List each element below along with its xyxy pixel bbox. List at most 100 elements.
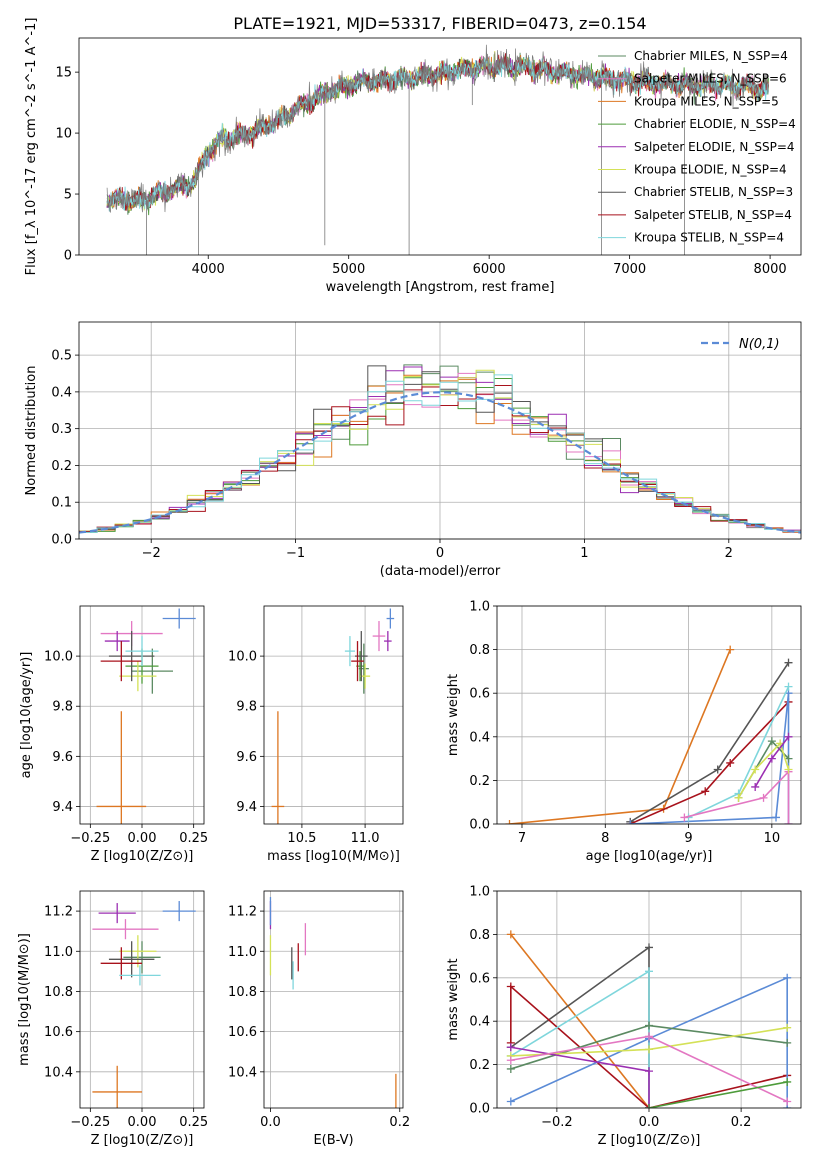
y-tick-label: 11.0 — [44, 945, 73, 960]
weight-line-ke — [737, 741, 790, 799]
errorbar-point-km — [271, 711, 285, 824]
weight-marker-cm — [645, 1021, 653, 1030]
residuals-plot-area — [79, 364, 801, 539]
y-tick-label: 0.6 — [469, 971, 490, 986]
weight-marker-cs — [645, 943, 653, 952]
errorbar-point-se — [384, 631, 392, 652]
x-axis-label: Z [log10(Z/Z⊙)] — [598, 1133, 701, 1148]
y-tick-label: 0.2 — [469, 774, 490, 789]
x-tick-label: 11.0 — [351, 831, 380, 846]
y-tick-label: 10.6 — [44, 1025, 73, 1040]
age_vs_Z-panel: −0.25 0.00 0.25 9.4 9.6 9.8 10.0 Z [log10(Z/Z⊙)… — [19, 605, 208, 864]
x-tick-label: 5000 — [332, 262, 365, 277]
x-tick-label: 0.25 — [179, 1115, 208, 1130]
y-tick-label: 9.8 — [52, 700, 73, 715]
y-tick-label: 9.8 — [236, 700, 257, 715]
weight_vs_Z-plot-area — [506, 930, 792, 1108]
x-axis-label: mass [log10(M/M⊙)] — [267, 849, 400, 864]
weight-marker-cm — [506, 1064, 515, 1073]
errorbar-point-cs — [108, 631, 155, 682]
age_vs_mass-plot-area — [271, 608, 395, 824]
weight-marker-ks — [645, 967, 653, 976]
errorbar-point-blue — [386, 608, 395, 629]
weight-marker-km — [505, 820, 514, 824]
x-tick-label: −0.25 — [70, 831, 110, 846]
weight-marker-se — [751, 782, 760, 791]
y-axis-label: mass weight — [446, 958, 461, 1040]
weight-marker-ke — [783, 1023, 792, 1032]
weight-marker-sm — [783, 1097, 792, 1106]
x-tick-label: −0.2 — [541, 1115, 573, 1130]
x-tick-label: −0.25 — [70, 1115, 110, 1130]
x-tick-label: 9 — [684, 831, 692, 846]
weight-marker-ce — [645, 1104, 653, 1108]
axes-frame — [79, 890, 205, 1109]
axes-frame — [79, 605, 205, 825]
x-tick-label: 0.25 — [179, 831, 208, 846]
mass_vs_ebv-panel: 0.0 0.2 10.4 10.6 10.8 11.0 11.2 E(B-V) — [228, 890, 410, 1148]
age_vs_mass-panel: 10.5 11.0 9.4 9.6 9.8 10.0 mass [log10(M/M⊙)] — [228, 605, 404, 864]
y-tick-label: 0.8 — [469, 643, 490, 658]
y-axis-label: mass weight — [446, 674, 461, 756]
weight-marker-blue — [772, 813, 781, 822]
x-axis-label: E(B-V) — [313, 1133, 353, 1148]
residuals-panel: −2 −1 0 1 2 0.0 0.1 0.2 0.3 0.4 0.5 (data-model)/er… — [24, 321, 802, 579]
errorbar-point-cs — [108, 941, 155, 978]
y-tick-label: 0.2 — [51, 459, 72, 474]
y-tick-label: 0.6 — [469, 687, 490, 702]
weight-marker-cs — [713, 765, 722, 774]
legend-label: Salpeter ELODIE, N_SSP=4 — [634, 140, 795, 154]
weight-marker-sm — [680, 813, 689, 822]
y-tick-label: 9.4 — [236, 800, 257, 815]
y-tick-label: 9.6 — [52, 750, 73, 765]
x-tick-label: 0 — [436, 546, 444, 561]
y-tick-label: 0 — [64, 249, 72, 264]
spectrum-line-ks — [106, 56, 769, 212]
errorbar-point-blue — [162, 608, 196, 629]
x-tick-label: 7000 — [613, 262, 646, 277]
errorbar-point-blue — [162, 901, 196, 922]
x-tick-label: 0.2 — [389, 1115, 410, 1130]
y-tick-label: 1.0 — [469, 885, 490, 900]
legend-label: Chabrier ELODIE, N_SSP=4 — [634, 117, 796, 131]
y-tick-label: 0.3 — [51, 422, 72, 437]
x-axis-label: wavelength [Angstrom, rest frame] — [326, 280, 555, 295]
y-axis-label: age [log10(age/yr)] — [19, 652, 34, 779]
errorbar-point-ss — [100, 947, 142, 980]
y-tick-label: 10 — [55, 127, 72, 142]
errorbar-point-sm — [372, 621, 386, 652]
axes-frame — [263, 605, 404, 825]
weight-line-ce — [648, 1081, 788, 1108]
weight-marker-blue — [626, 820, 635, 824]
weight-marker-blue — [783, 973, 792, 982]
weight-line-km — [510, 933, 650, 1108]
errorbar-point-ks — [344, 636, 355, 667]
spectrum-plot-area — [106, 44, 769, 255]
weight-line-ss — [629, 701, 790, 824]
weight-marker-se — [767, 754, 776, 763]
axes-frame — [78, 321, 802, 540]
spectrum-legend: Chabrier MILES, N_SSP=4 Salpeter MILES, N… — [598, 49, 796, 245]
y-tick-label: 0.8 — [469, 928, 490, 943]
axes-frame — [78, 37, 802, 256]
y-axis-label: Flux [f_λ 10^-17 erg cm^-2 s^-1 A^-1] — [24, 18, 39, 276]
weight-line-sm — [684, 769, 790, 824]
legend-label: Kroupa STELIB, N_SSP=4 — [634, 231, 784, 245]
y-tick-label: 0.0 — [51, 533, 72, 548]
y-tick-label: 10.4 — [44, 1065, 73, 1080]
weight-marker-ss — [506, 982, 515, 991]
x-tick-label: 1 — [580, 546, 588, 561]
y-tick-label: 0.2 — [469, 1058, 490, 1073]
axes-frame — [496, 605, 802, 825]
y-tick-label: 5 — [64, 188, 72, 203]
y-tick-label: 11.2 — [44, 905, 73, 920]
errorbar-point-ke — [119, 661, 157, 692]
weight-marker-ke — [751, 765, 760, 774]
weight-marker-se — [506, 1043, 515, 1052]
weight-marker-ce — [783, 1077, 792, 1086]
y-tick-label: 10.0 — [44, 650, 73, 665]
errorbar-point-ks — [125, 636, 159, 667]
y-tick-label: 11.2 — [228, 905, 257, 920]
errorbar-point-se — [104, 631, 130, 652]
x-axis-label: Z [log10(Z/Z⊙)] — [91, 1133, 194, 1148]
